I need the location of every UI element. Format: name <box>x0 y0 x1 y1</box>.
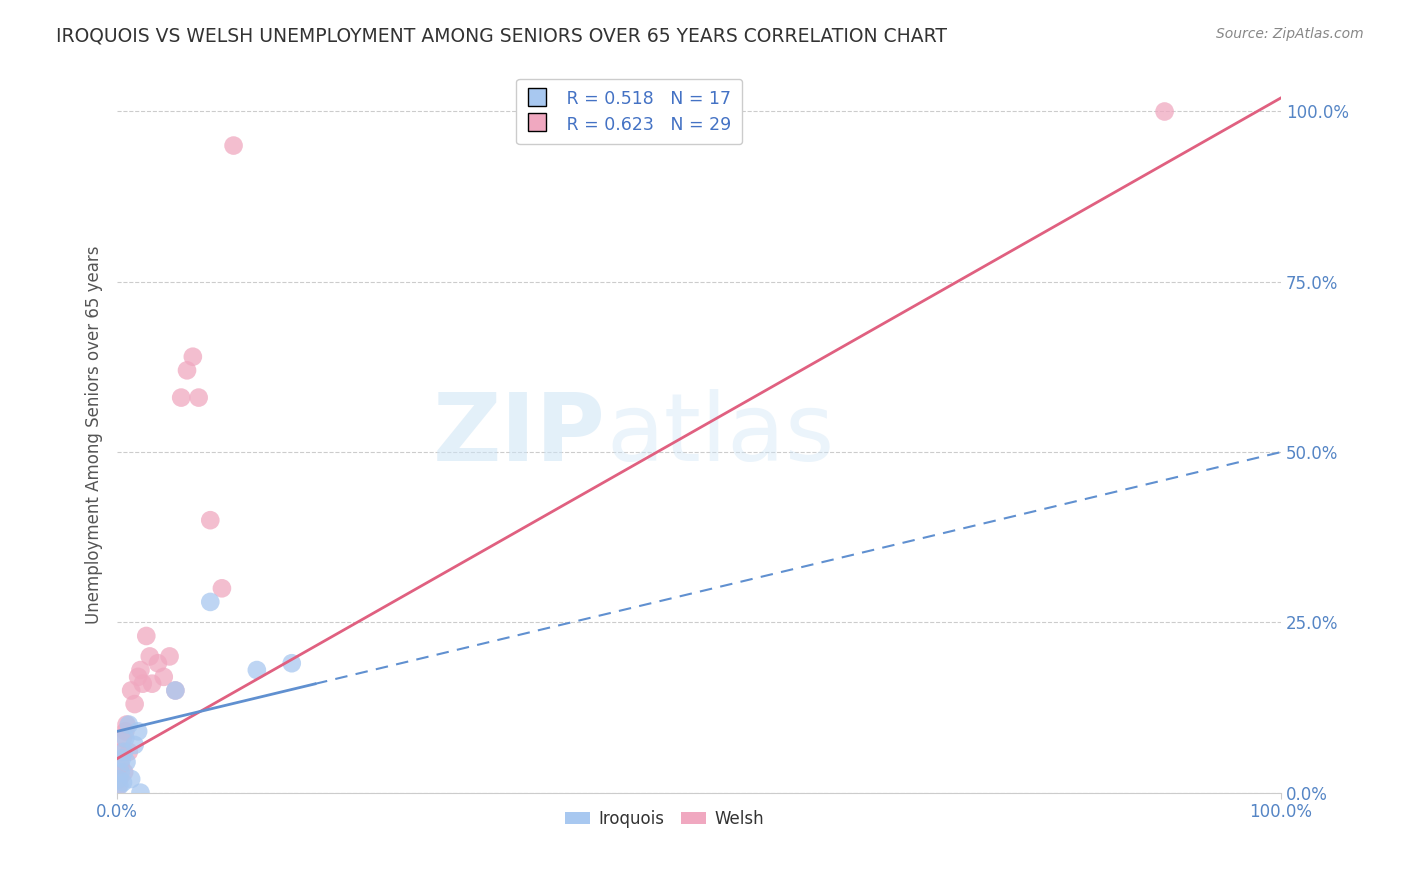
Point <box>111 775 134 789</box>
Point <box>211 582 233 596</box>
Point <box>281 657 304 671</box>
Point <box>107 772 129 786</box>
Point <box>139 649 162 664</box>
Point <box>110 758 132 772</box>
Point <box>111 745 134 759</box>
Point <box>110 765 132 780</box>
Point <box>200 595 222 609</box>
Point <box>165 683 187 698</box>
Point <box>181 350 204 364</box>
Point <box>118 745 141 759</box>
Point <box>129 663 152 677</box>
Point <box>127 670 149 684</box>
Point <box>112 745 135 759</box>
Point <box>200 513 222 527</box>
Point <box>187 391 209 405</box>
Point <box>152 670 174 684</box>
Point <box>108 779 131 793</box>
Point <box>124 738 146 752</box>
Point <box>127 724 149 739</box>
Legend: Iroquois, Welsh: Iroquois, Welsh <box>558 803 770 834</box>
Point <box>107 779 129 793</box>
Point <box>159 649 181 664</box>
Point <box>111 751 134 765</box>
Text: ZIP: ZIP <box>433 389 606 481</box>
Point <box>114 731 136 746</box>
Point <box>120 772 142 786</box>
Point <box>129 786 152 800</box>
Point <box>222 138 245 153</box>
Point <box>108 772 131 786</box>
Point <box>176 363 198 377</box>
Point <box>135 629 157 643</box>
Point <box>111 731 134 746</box>
Point <box>141 676 163 690</box>
Text: Source: ZipAtlas.com: Source: ZipAtlas.com <box>1216 27 1364 41</box>
Point <box>246 663 269 677</box>
Point <box>114 724 136 739</box>
Point <box>120 683 142 698</box>
Text: atlas: atlas <box>606 389 834 481</box>
Point <box>112 765 135 780</box>
Point <box>118 717 141 731</box>
Point <box>115 755 138 769</box>
Point <box>132 676 155 690</box>
Point <box>1153 104 1175 119</box>
Point <box>170 391 193 405</box>
Text: IROQUOIS VS WELSH UNEMPLOYMENT AMONG SENIORS OVER 65 YEARS CORRELATION CHART: IROQUOIS VS WELSH UNEMPLOYMENT AMONG SEN… <box>56 27 948 45</box>
Point <box>124 697 146 711</box>
Point <box>146 657 169 671</box>
Y-axis label: Unemployment Among Seniors over 65 years: Unemployment Among Seniors over 65 years <box>86 246 103 624</box>
Point <box>115 717 138 731</box>
Point <box>165 683 187 698</box>
